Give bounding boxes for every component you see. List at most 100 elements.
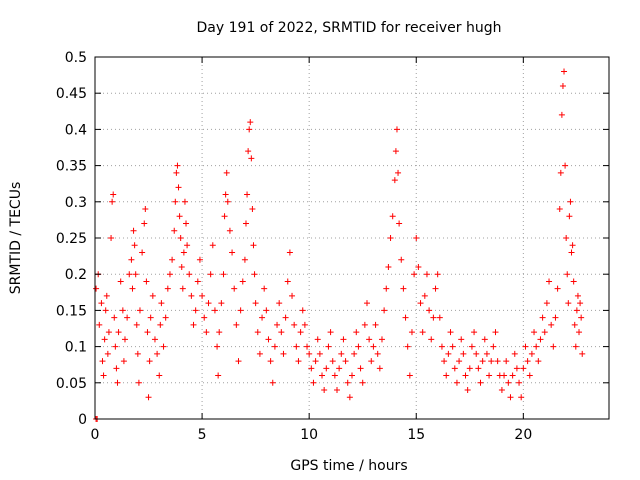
data-point xyxy=(372,321,379,328)
data-point xyxy=(570,278,577,285)
data-point xyxy=(516,379,523,386)
data-point xyxy=(244,191,251,198)
data-point xyxy=(214,343,221,350)
data-point xyxy=(518,394,525,401)
data-point xyxy=(563,235,570,241)
data-point xyxy=(479,358,486,365)
data-point xyxy=(398,256,405,263)
data-point xyxy=(135,379,142,386)
data-point xyxy=(498,387,505,394)
data-point xyxy=(130,227,137,234)
data-point xyxy=(188,292,195,299)
data-point xyxy=(254,329,261,336)
data-point xyxy=(242,220,249,227)
data-point xyxy=(312,358,319,365)
y-tick-label: 0.35 xyxy=(56,159,87,175)
data-point xyxy=(276,300,283,307)
data-point xyxy=(146,358,153,365)
data-point xyxy=(178,263,185,270)
data-point xyxy=(535,358,542,365)
data-point xyxy=(267,358,274,365)
data-point xyxy=(310,379,317,386)
data-point xyxy=(169,256,176,263)
data-point xyxy=(361,321,368,328)
data-point xyxy=(359,379,366,386)
data-point xyxy=(218,300,225,307)
data-point xyxy=(103,292,110,299)
data-point xyxy=(507,394,514,401)
data-point xyxy=(205,300,212,307)
y-tick-label: 0.45 xyxy=(56,86,87,102)
data-point xyxy=(109,198,116,205)
data-point xyxy=(316,350,323,357)
data-point xyxy=(241,256,248,263)
data-point xyxy=(541,329,548,336)
y-tick-label: 0.2 xyxy=(65,267,87,283)
data-point xyxy=(112,343,119,350)
data-point xyxy=(559,82,566,89)
data-point xyxy=(299,307,306,314)
data-point xyxy=(503,358,510,365)
data-point xyxy=(458,336,465,343)
data-point xyxy=(233,321,240,328)
data-point xyxy=(391,177,398,184)
data-point xyxy=(108,235,115,241)
data-point xyxy=(336,365,343,372)
data-point xyxy=(179,285,186,292)
data-point xyxy=(370,343,377,350)
data-point xyxy=(157,321,164,328)
data-point xyxy=(522,343,529,350)
data-point xyxy=(579,350,586,357)
data-point xyxy=(239,278,246,285)
data-point xyxy=(389,213,396,220)
data-point xyxy=(483,350,490,357)
data-point xyxy=(199,292,206,299)
data-point xyxy=(492,329,499,336)
data-point xyxy=(117,278,124,285)
data-point xyxy=(274,321,281,328)
data-point xyxy=(511,350,518,357)
data-point xyxy=(574,292,581,299)
data-point xyxy=(126,271,133,278)
y-tick-label: 0.25 xyxy=(56,231,87,247)
data-point xyxy=(338,350,345,357)
data-point xyxy=(385,263,392,270)
data-point xyxy=(576,329,583,336)
data-point xyxy=(286,249,293,256)
data-point xyxy=(402,314,409,321)
data-point xyxy=(374,350,381,357)
data-point xyxy=(471,329,478,336)
data-point xyxy=(415,263,422,270)
data-point xyxy=(411,271,418,278)
data-point xyxy=(151,336,158,343)
data-point xyxy=(513,365,520,372)
data-point xyxy=(226,227,233,234)
data-point xyxy=(297,329,304,336)
data-point xyxy=(488,358,495,365)
data-point xyxy=(209,242,216,249)
data-point xyxy=(349,372,355,379)
data-point xyxy=(423,271,430,278)
data-point xyxy=(421,292,428,299)
data-point xyxy=(120,358,127,365)
data-point xyxy=(293,343,300,350)
data-point xyxy=(145,394,152,401)
data-point xyxy=(114,379,121,386)
data-point xyxy=(342,358,349,365)
data-point xyxy=(291,321,298,328)
data-point xyxy=(325,343,332,350)
data-point xyxy=(184,242,191,249)
data-point xyxy=(449,343,456,350)
data-point xyxy=(164,285,171,292)
data-point xyxy=(271,343,278,350)
data-point xyxy=(453,379,460,386)
data-point xyxy=(531,329,538,336)
data-point xyxy=(105,329,112,336)
data-point xyxy=(564,271,571,278)
data-point xyxy=(249,206,256,213)
data-point xyxy=(462,372,469,379)
data-point xyxy=(351,350,358,357)
data-point xyxy=(475,365,482,372)
x-axis: 0 5 10 15 20 xyxy=(91,57,532,443)
